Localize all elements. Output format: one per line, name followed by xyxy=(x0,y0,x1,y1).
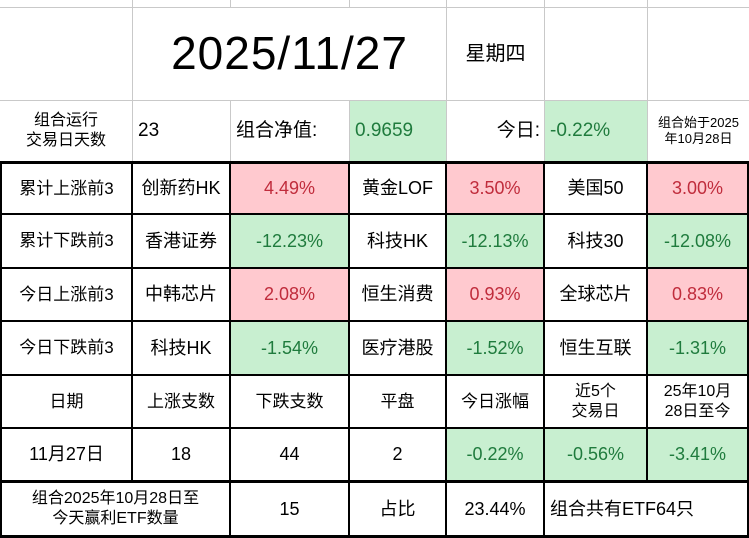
header-section: 2025/11/27 星期四 组合运行 交易日天数 23 组合净值: 0.965… xyxy=(0,0,749,161)
stats-header-since-cell[interactable]: 25年10月 28日至今 xyxy=(648,376,749,429)
stats-header-today-cell[interactable]: 今日涨幅 xyxy=(447,376,545,429)
rank-name-cell[interactable]: 科技30 xyxy=(545,215,648,269)
stats-since-cell[interactable]: -3.41% xyxy=(648,429,749,483)
stats-header-last5-cell[interactable]: 近5个 交易日 xyxy=(545,376,648,429)
rank-value-cell[interactable]: 0.83% xyxy=(648,269,749,322)
rank-value-cell[interactable]: -12.23% xyxy=(231,215,350,269)
nav-value-cell[interactable]: 0.9659 xyxy=(350,101,447,161)
sliver-cell[interactable] xyxy=(231,0,350,8)
report-date-cell[interactable]: 2025/11/27 xyxy=(133,8,447,101)
etf-total-note-cell[interactable]: 组合共有ETF64只 xyxy=(545,483,749,538)
rank-name-cell[interactable]: 恒生消费 xyxy=(350,269,447,322)
rank-name-cell[interactable]: 香港证券 xyxy=(133,215,231,269)
sliver-cell[interactable] xyxy=(447,0,545,8)
rank-value-cell[interactable]: 2.08% xyxy=(231,269,350,322)
run-days-label-cell[interactable]: 组合运行 交易日天数 xyxy=(0,101,133,161)
sliver-cell[interactable] xyxy=(133,0,231,8)
stats-header-date-cell[interactable]: 日期 xyxy=(0,376,133,429)
rank-name-cell[interactable]: 医疗港股 xyxy=(350,322,447,376)
rank-value-cell[interactable]: 4.49% xyxy=(231,161,350,215)
rank-label-cell[interactable]: 累计上涨前3 xyxy=(0,161,133,215)
empty-cell[interactable] xyxy=(648,8,749,101)
stats-flat-cell[interactable]: 2 xyxy=(350,429,447,483)
stats-date-cell[interactable]: 11月27日 xyxy=(0,429,133,483)
empty-cell[interactable] xyxy=(0,8,133,101)
today-change-cell[interactable]: -0.22% xyxy=(545,101,648,161)
rank-name-cell[interactable]: 全球芯片 xyxy=(545,269,648,322)
rank-label-cell[interactable]: 今日下跌前3 xyxy=(0,322,133,376)
data-table: 累计上涨前3 创新药HK 4.49% 黄金LOF 3.50% 美国50 3.00… xyxy=(0,161,749,538)
stats-header-down-cell[interactable]: 下跌支数 xyxy=(231,376,350,429)
sliver-cell[interactable] xyxy=(648,0,749,8)
stats-up-cell[interactable]: 18 xyxy=(133,429,231,483)
rank-name-cell[interactable]: 黄金LOF xyxy=(350,161,447,215)
rank-value-cell[interactable]: -1.31% xyxy=(648,322,749,376)
today-label-cell[interactable]: 今日: xyxy=(447,101,545,161)
stats-header-flat-cell[interactable]: 平盘 xyxy=(350,376,447,429)
rank-value-cell[interactable]: 3.50% xyxy=(447,161,545,215)
rank-name-cell[interactable]: 科技HK xyxy=(350,215,447,269)
stats-header-up-cell[interactable]: 上涨支数 xyxy=(133,376,231,429)
run-days-value-cell[interactable]: 23 xyxy=(133,101,231,161)
rank-value-cell[interactable]: -12.08% xyxy=(648,215,749,269)
sliver-cell[interactable] xyxy=(545,0,648,8)
rank-name-cell[interactable]: 科技HK xyxy=(133,322,231,376)
nav-label-cell[interactable]: 组合净值: xyxy=(231,101,350,161)
rank-name-cell[interactable]: 美国50 xyxy=(545,161,648,215)
rank-name-cell[interactable]: 中韩芯片 xyxy=(133,269,231,322)
stats-today-cell[interactable]: -0.22% xyxy=(447,429,545,483)
start-note-cell[interactable]: 组合始于2025 年10月28日 xyxy=(658,114,739,146)
rank-name-cell[interactable]: 创新药HK xyxy=(133,161,231,215)
rank-value-cell[interactable]: -12.13% xyxy=(447,215,545,269)
empty-cell[interactable] xyxy=(545,8,648,101)
win-count-label-cell[interactable]: 组合2025年10月28日至 今天赢利ETF数量 xyxy=(0,483,231,538)
win-count-value-cell[interactable]: 15 xyxy=(231,483,350,538)
ratio-label-cell[interactable]: 占比 xyxy=(350,483,447,538)
rank-name-cell[interactable]: 恒生互联 xyxy=(545,322,648,376)
stats-last5-cell[interactable]: -0.56% xyxy=(545,429,648,483)
rank-value-cell[interactable]: 0.93% xyxy=(447,269,545,322)
rank-value-cell[interactable]: -1.54% xyxy=(231,322,350,376)
rank-label-cell[interactable]: 今日上涨前3 xyxy=(0,269,133,322)
rank-label-cell[interactable]: 累计下跌前3 xyxy=(0,215,133,269)
weekday-cell[interactable]: 星期四 xyxy=(447,8,545,101)
stats-down-cell[interactable]: 44 xyxy=(231,429,350,483)
sliver-cell[interactable] xyxy=(0,0,133,8)
ratio-value-cell[interactable]: 23.44% xyxy=(447,483,545,538)
rank-value-cell[interactable]: -1.52% xyxy=(447,322,545,376)
sliver-cell[interactable] xyxy=(350,0,447,8)
rank-value-cell[interactable]: 3.00% xyxy=(648,161,749,215)
